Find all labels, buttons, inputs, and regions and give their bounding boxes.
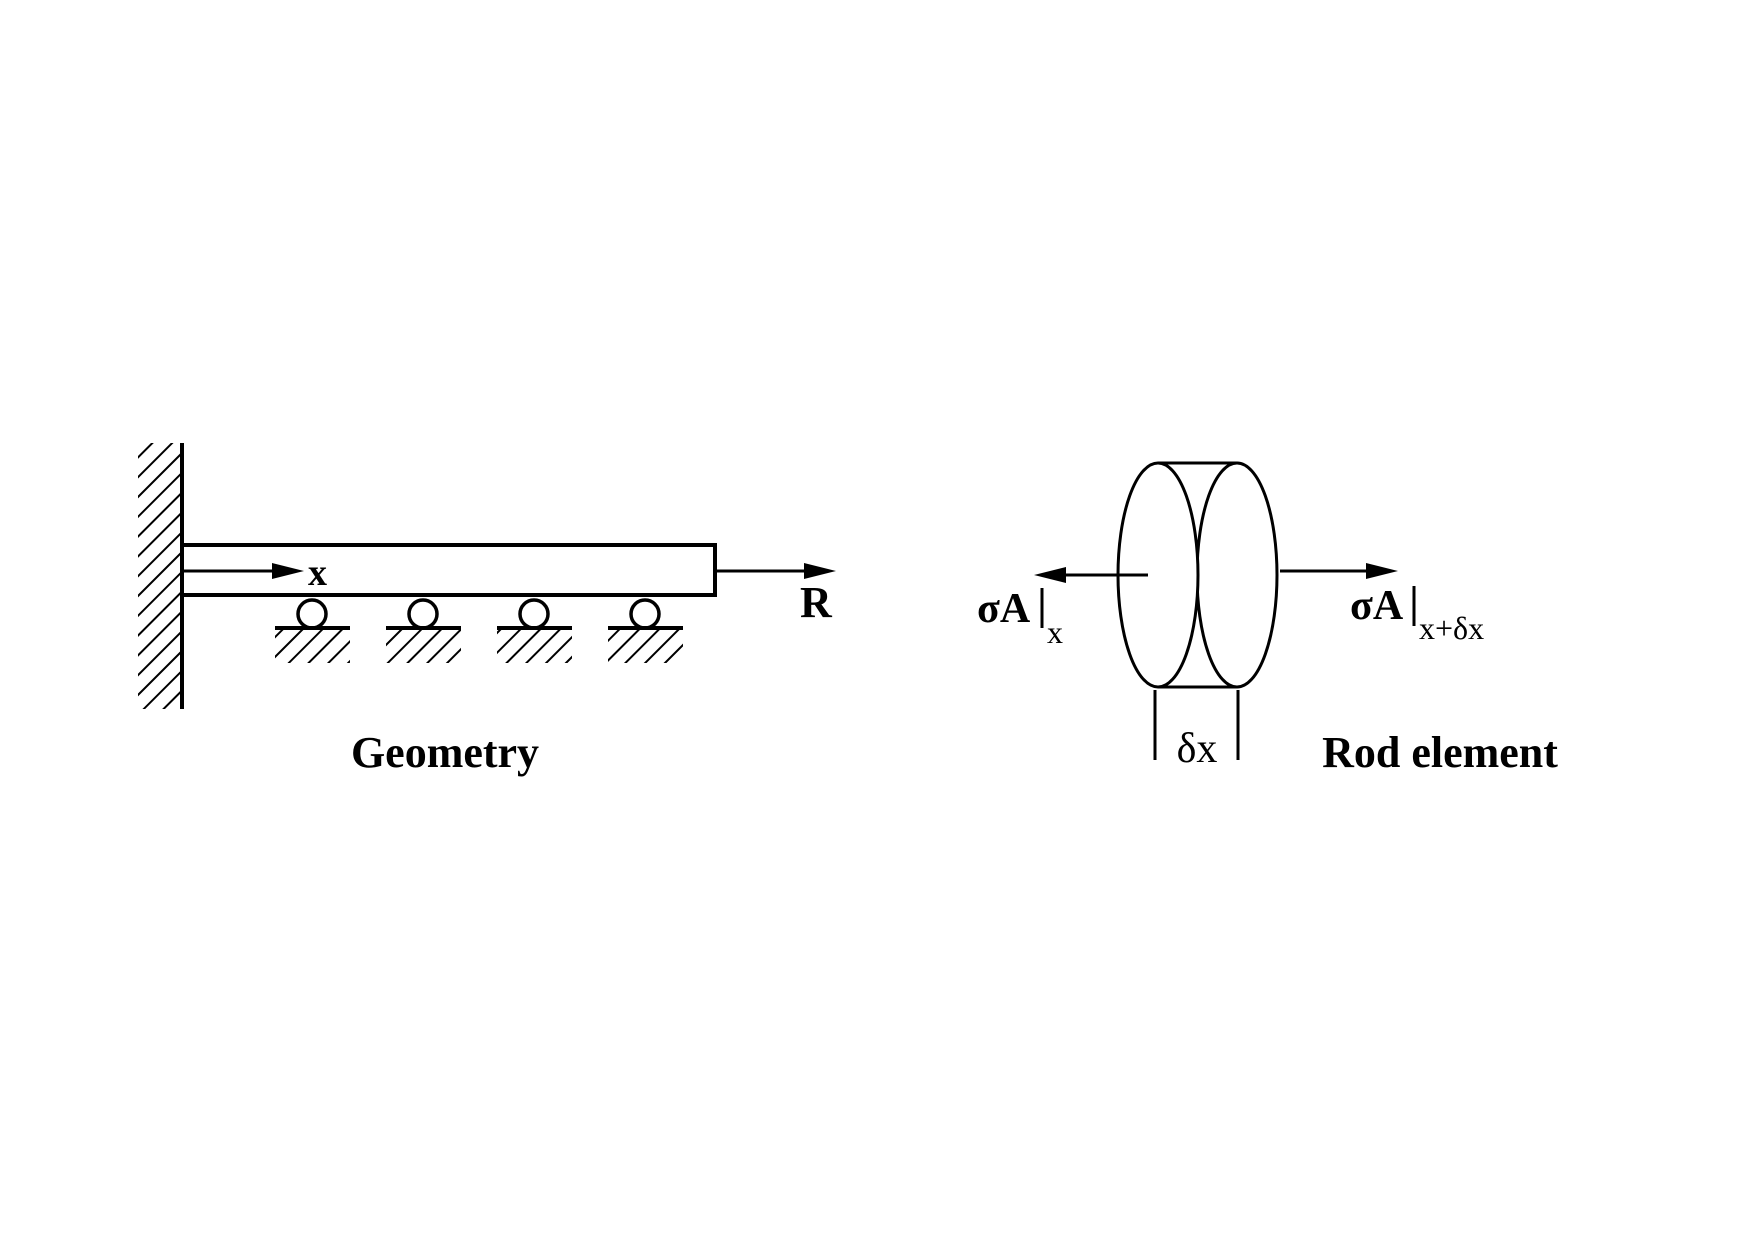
geometry-caption: Geometry: [351, 728, 539, 777]
right-force-main: σA: [1350, 583, 1404, 629]
load-label: R: [800, 578, 833, 627]
left-force-main: σA: [977, 586, 1031, 632]
x-axis-label: x: [308, 552, 327, 594]
load-arrow: [715, 563, 836, 579]
length-label: δx: [1177, 726, 1218, 772]
roller-support: [275, 598, 350, 663]
cylinder: [1116, 461, 1279, 689]
left-force-arrow: [1034, 567, 1148, 583]
roller-support: [608, 598, 683, 663]
fixed-wall: [138, 443, 184, 709]
right-force-arrow: [1280, 563, 1398, 579]
x-axis-arrow: [182, 563, 304, 579]
rod-element-caption: Rod element: [1322, 728, 1558, 777]
left-force-label: σA: [977, 586, 1031, 632]
left-force-subscript: x: [1047, 614, 1063, 650]
right-force-subscript: x+δx: [1419, 610, 1484, 646]
right-force-label: σA: [1350, 583, 1404, 629]
roller-support: [497, 598, 572, 663]
roller-support: [386, 598, 461, 663]
length-dimension: [1153, 690, 1240, 760]
rod-element-figure: σA x σA x+δx δx Rod element: [977, 461, 1558, 777]
geometry-figure: x R Geometry: [138, 443, 836, 777]
